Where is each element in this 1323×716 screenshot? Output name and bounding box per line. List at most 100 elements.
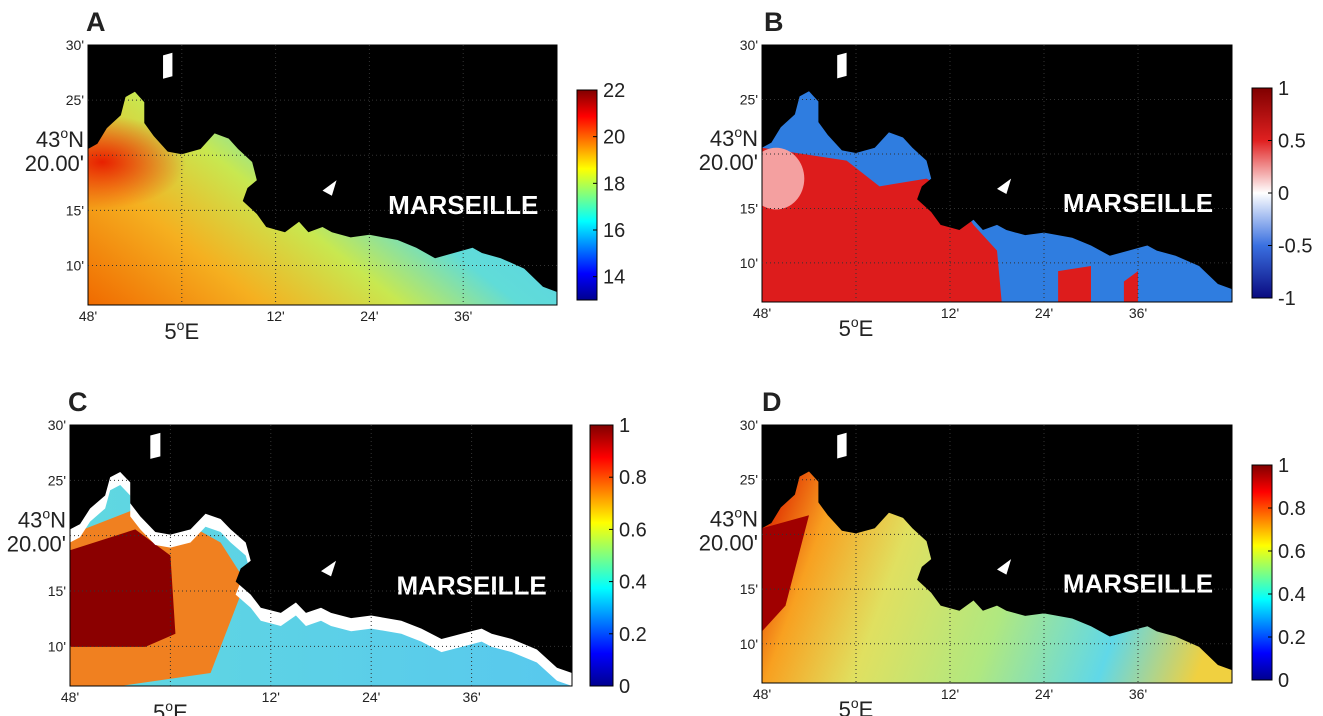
tick-label: 15'	[740, 581, 758, 597]
colorbar-tick-label: 0.5	[1278, 131, 1306, 153]
tick-label-sup: o	[734, 504, 742, 520]
field-red	[762, 147, 1002, 302]
tick-label: 48'	[753, 686, 771, 702]
tick-label: 43oN 20.00'	[7, 506, 66, 557]
island	[997, 559, 1012, 575]
tick-label: 12'	[941, 305, 959, 321]
island	[322, 180, 337, 196]
tick-label: 25'	[48, 472, 66, 488]
land	[88, 45, 557, 292]
panel-letter: C	[68, 387, 88, 417]
tick-label-sup: o	[851, 695, 859, 711]
tick-label-after: E	[184, 319, 199, 344]
colorbar-tick-label: 1	[619, 415, 630, 437]
panel-letter: A	[86, 7, 106, 37]
colorbar-tick-label: -0.5	[1278, 236, 1312, 258]
tick-label: 25'	[740, 472, 758, 488]
tick-label-sup: o	[177, 317, 185, 333]
tick-label: 5oE	[164, 317, 199, 344]
colorbar-tick-label: 14	[603, 267, 625, 289]
tick-label: 15'	[66, 202, 84, 218]
tick-label: 5oE	[839, 695, 874, 716]
tick-label-sup: o	[60, 125, 68, 141]
island	[163, 52, 173, 79]
tick-label: 24'	[1035, 305, 1053, 321]
tick-label: 10'	[48, 638, 66, 654]
panel-letter: B	[764, 7, 784, 37]
tick-label: 36'	[462, 689, 480, 705]
tick-label-main: 5	[839, 697, 851, 716]
tick-label-after: N	[742, 506, 758, 531]
tick-label-sup: o	[165, 698, 173, 714]
colorbar-tick-label: 0.8	[619, 467, 647, 489]
colorbar-tick-label: 20	[603, 127, 625, 149]
map	[88, 45, 557, 305]
map-content	[88, 45, 557, 305]
island	[321, 560, 337, 577]
tick-label-sup: o	[42, 506, 50, 522]
tick-label: 10'	[66, 257, 84, 273]
tick-label: 10'	[740, 255, 758, 271]
tick-label-sup: o	[734, 124, 742, 140]
tick-label: 36'	[1129, 305, 1147, 321]
tick-label: 43oN 20.00'	[699, 504, 758, 555]
tick-label: 36'	[1129, 686, 1147, 702]
tick-label-main: 5	[839, 316, 851, 341]
colorbar-tick-label: 22	[603, 80, 625, 102]
colorbar-tick-label: 0.8	[1278, 498, 1306, 520]
colorbar-tick-label: 0	[619, 676, 630, 698]
tick-label: 12'	[262, 689, 280, 705]
tick-label-after: E	[859, 316, 874, 341]
colorbar-tick-label: 0.6	[1278, 541, 1306, 563]
tick-label: 43oN 20.00'	[699, 124, 758, 175]
field-red	[1123, 271, 1138, 302]
land	[762, 425, 1232, 671]
field-dark	[762, 515, 809, 632]
tick-label-main: 5	[153, 700, 165, 716]
land	[70, 425, 572, 673]
colorbar-tick-label: 0.6	[619, 519, 647, 541]
tick-label-main: 43	[36, 127, 60, 152]
map-content	[762, 45, 1232, 302]
colorbar-tick-label: 1	[1278, 455, 1289, 477]
field-red	[1058, 266, 1091, 302]
colorbar-tick-label: 18	[603, 173, 625, 195]
tick-label: 25'	[740, 91, 758, 107]
map-content	[762, 425, 1232, 683]
tick-label: 30'	[48, 417, 66, 433]
panel-letter: D	[762, 387, 782, 417]
tick-label: 10'	[740, 636, 758, 652]
tick-label-after: N	[50, 508, 66, 533]
tick-label: 25'	[66, 92, 84, 108]
colorbar-tick-label: 0	[1278, 183, 1289, 205]
field-dark	[70, 529, 176, 647]
tick-label-after: N	[742, 126, 758, 151]
tick-label: 5oE	[839, 314, 874, 341]
island	[150, 432, 161, 459]
map-frame	[761, 424, 1233, 684]
tick-label-main: 43	[710, 126, 734, 151]
tick-label-main: 43	[18, 508, 42, 533]
map	[762, 45, 1232, 302]
island	[997, 178, 1012, 195]
map	[70, 425, 572, 686]
tick-label: 48'	[61, 689, 79, 705]
tick-label-line2: 20.00'	[699, 150, 758, 175]
tick-label: 36'	[454, 308, 472, 324]
tick-label: 15'	[740, 200, 758, 216]
colorbar	[589, 424, 614, 687]
tick-label-after: N	[68, 127, 84, 152]
map-frame	[761, 44, 1233, 303]
map-frame	[69, 424, 573, 687]
tick-label: 12'	[266, 308, 284, 324]
tick-label: 43oN 20.00'	[25, 125, 84, 176]
tick-label-sup: o	[851, 314, 859, 330]
tick-label-after: E	[859, 697, 874, 716]
field-pale	[762, 147, 805, 210]
colorbar-tick-label: 0.4	[1278, 584, 1306, 606]
tick-label-after: E	[173, 700, 188, 716]
tick-label: 30'	[740, 417, 758, 433]
tick-label: 48'	[79, 308, 97, 324]
tick-label-main: 43	[710, 506, 734, 531]
